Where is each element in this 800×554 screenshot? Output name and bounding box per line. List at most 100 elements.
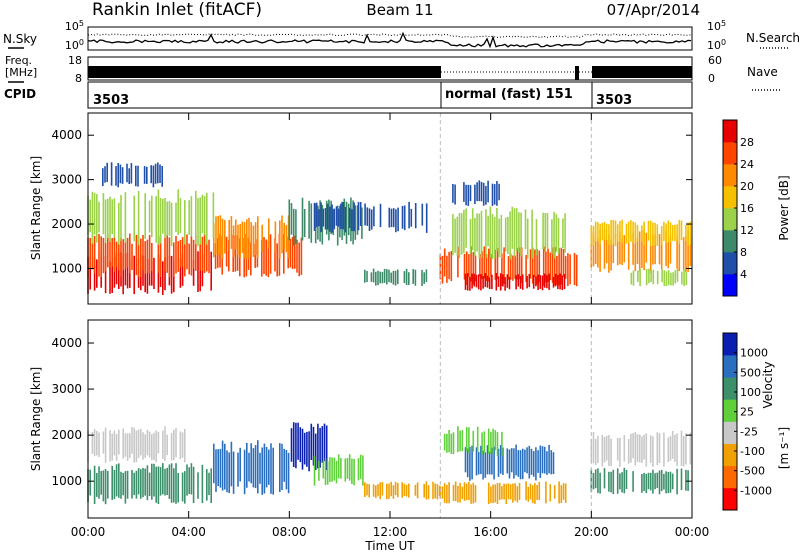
x-tick-label: 16:00: [473, 525, 508, 539]
power-region-14: [630, 268, 688, 287]
frequency-spike: [575, 66, 579, 80]
x-tick-label: 12:00: [373, 525, 408, 539]
noise-left-tick-low: 100: [65, 38, 84, 52]
colorbar-block: [723, 355, 737, 378]
time-axis-label: Time UT: [364, 539, 415, 553]
frequency-trace-band-1: [88, 66, 441, 78]
colorbar-tick-label: 20: [740, 180, 754, 193]
cpid-panel: CPID 3503 normal (fast) 151 3503: [4, 81, 693, 109]
nave-label: Nave: [747, 65, 778, 79]
freq-left-tick-high: 18: [68, 54, 82, 67]
noise-panel-frame: [87, 26, 693, 51]
noise-sky-label: N.Sky: [3, 32, 37, 46]
beam-label: Beam 11: [366, 1, 433, 19]
power-region-9: [464, 273, 566, 291]
velocity-region-10: [590, 467, 689, 495]
y-tick-label: 3000: [51, 173, 82, 187]
colorbar-tick-label: 28: [740, 136, 754, 149]
noise-panel: N.Sky 105 100 105 100 N.Search: [3, 19, 800, 52]
colorbar-block: [723, 142, 737, 165]
noise-sky-trace: [87, 31, 692, 49]
velocity-region-9: [590, 430, 692, 467]
power-region-13: [590, 219, 692, 247]
velocity-region-3: [290, 422, 328, 472]
power-colorbar-title: Power [dB]: [777, 175, 791, 240]
velocity-y-axis: 1000 2000 3000 4000: [51, 336, 692, 488]
frequency-panel: Freq. [MHz] 18 8 60 0 Nave: [5, 54, 782, 91]
velocity-ylabel: Slant Range [km]: [29, 367, 43, 471]
date-label: 07/Apr/2014: [607, 1, 700, 19]
colorbar-block: [723, 274, 737, 297]
cpid-label: CPID: [4, 87, 36, 101]
colorbar-tick-label: 24: [740, 158, 754, 171]
power-region-7: [363, 268, 428, 286]
colorbar-tick-label: -1000: [740, 484, 772, 497]
noise-search-trace: [87, 33, 692, 39]
cpid-segment-1-label: 3503: [93, 93, 129, 108]
power-region-10: [452, 206, 566, 260]
freq-label-line1: Freq.: [5, 54, 32, 67]
freq-right-tick-high: 60: [708, 54, 722, 67]
power-region-5: [288, 197, 363, 246]
y-tick-label: 4000: [51, 128, 82, 142]
cpid-segment-2-label: normal (fast) 151: [445, 87, 573, 102]
velocity-region-6: [439, 481, 567, 505]
power-colorbar-blocks: [723, 120, 737, 297]
colorbar-block: [723, 465, 737, 489]
power-colorbar-ticks: 28 24 20 16 12 8 4: [734, 136, 754, 281]
power-region-3: [87, 189, 215, 247]
velocity-region-4: [313, 454, 364, 486]
velocity-colorbar-frame: [722, 332, 738, 511]
x-tick-label: 08:00: [272, 525, 307, 539]
y-tick-label: 1000: [51, 474, 82, 488]
power-region-2: [213, 215, 290, 260]
colorbar-tick-label: 1000: [740, 347, 768, 360]
velocity-data-regions: [87, 320, 692, 518]
velocity-region-8: [443, 426, 503, 457]
cpid-segment-3-label: 3503: [596, 93, 632, 108]
colorbar-tick-label: 12: [740, 224, 754, 237]
colorbar-tick-label: 4: [740, 268, 747, 281]
velocity-region-5: [363, 481, 441, 500]
velocity-colorbar: 1000 500 100 25 -25 -100 -500 -1000 Velocity [m…: [722, 332, 791, 511]
colorbar-tick-label: -100: [740, 445, 765, 458]
power-data-regions: [87, 113, 692, 304]
colorbar-tick-label: 500: [740, 366, 761, 379]
frequency-trace-band-2: [592, 66, 692, 78]
velocity-colorbar-units: [m s⁻¹]: [777, 427, 791, 469]
colorbar-block: [723, 443, 737, 467]
noise-right-tick-low: 100: [707, 38, 726, 52]
colorbar-tick-label: -500: [740, 465, 765, 478]
x-tick-label: 04:00: [171, 525, 206, 539]
colorbar-block: [723, 120, 737, 143]
noise-left-tick-high: 105: [65, 19, 84, 33]
colorbar-block: [723, 421, 737, 444]
colorbar-tick-label: 25: [740, 406, 754, 419]
colorbar-tick-label: 100: [740, 386, 761, 399]
velocity-region-2: [213, 440, 290, 495]
colorbar-block: [723, 252, 737, 275]
x-tick-label: 00:00: [675, 525, 710, 539]
colorbar-block: [723, 377, 737, 400]
colorbar-tick-label: -25: [740, 425, 758, 438]
y-tick-label: 2000: [51, 217, 82, 231]
velocity-region-1: [87, 426, 186, 463]
velocity-region-0: [87, 463, 212, 505]
y-tick-label: 2000: [51, 428, 82, 442]
x-tick-label: 00:00: [71, 525, 106, 539]
power-region-6: [313, 201, 428, 233]
velocity-colorbar-ticks: 1000 500 100 25 -25 -100 -500 -1000: [734, 347, 772, 497]
velocity-x-axis: 00:00 04:00 08:00 12:00 16:00 20:00 00:00: [71, 320, 710, 539]
colorbar-block: [723, 208, 737, 231]
velocity-colorbar-title: Velocity: [761, 361, 775, 408]
station-title: Rankin Inlet (fitACF): [92, 0, 262, 20]
colorbar-tick-label: 16: [740, 202, 754, 215]
colorbar-block: [723, 230, 737, 253]
x-tick-label: 20:00: [574, 525, 609, 539]
velocity-region-7: [464, 444, 555, 481]
y-tick-label: 4000: [51, 336, 82, 350]
colorbar-block: [723, 487, 737, 511]
power-ylabel: Slant Range [km]: [29, 156, 43, 260]
power-region-4: [102, 162, 163, 188]
colorbar-block: [723, 186, 737, 209]
